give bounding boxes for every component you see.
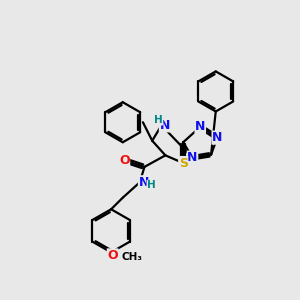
Text: N: N	[139, 176, 149, 189]
Text: O: O	[107, 249, 118, 262]
Text: N: N	[195, 120, 206, 134]
Text: H: H	[147, 180, 156, 190]
Text: O: O	[119, 154, 130, 167]
Text: N: N	[212, 131, 223, 144]
Text: CH₃: CH₃	[122, 252, 143, 262]
Text: N: N	[159, 119, 170, 132]
Text: H: H	[154, 115, 163, 125]
Text: S: S	[179, 157, 188, 169]
Text: N: N	[187, 151, 198, 164]
